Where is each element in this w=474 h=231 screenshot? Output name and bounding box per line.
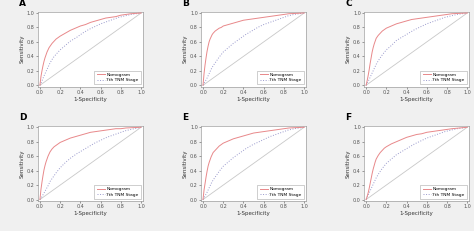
Text: F: F [345,113,351,122]
Y-axis label: Sensitivity: Sensitivity [183,149,188,178]
Legend: Nomogram, 7th TNM Stage: Nomogram, 7th TNM Stage [94,185,141,199]
X-axis label: 1-Specificity: 1-Specificity [237,97,271,102]
Legend: Nomogram, 7th TNM Stage: Nomogram, 7th TNM Stage [420,185,467,199]
X-axis label: 1-Specificity: 1-Specificity [237,211,271,216]
Y-axis label: Sensitivity: Sensitivity [346,149,351,178]
X-axis label: 1-Specificity: 1-Specificity [73,97,108,102]
Text: C: C [345,0,352,8]
Text: A: A [19,0,26,8]
Text: B: B [182,0,189,8]
Legend: Nomogram, 7th TNM Stage: Nomogram, 7th TNM Stage [420,71,467,85]
Y-axis label: Sensitivity: Sensitivity [20,35,25,63]
X-axis label: 1-Specificity: 1-Specificity [400,211,434,216]
Y-axis label: Sensitivity: Sensitivity [20,149,25,178]
Legend: Nomogram, 7th TNM Stage: Nomogram, 7th TNM Stage [94,71,141,85]
Y-axis label: Sensitivity: Sensitivity [183,35,188,63]
X-axis label: 1-Specificity: 1-Specificity [73,211,108,216]
Text: D: D [19,113,27,122]
Legend: Nomogram, 7th TNM Stage: Nomogram, 7th TNM Stage [257,71,304,85]
X-axis label: 1-Specificity: 1-Specificity [400,97,434,102]
Legend: Nomogram, 7th TNM Stage: Nomogram, 7th TNM Stage [257,185,304,199]
Y-axis label: Sensitivity: Sensitivity [346,35,351,63]
Text: E: E [182,113,188,122]
